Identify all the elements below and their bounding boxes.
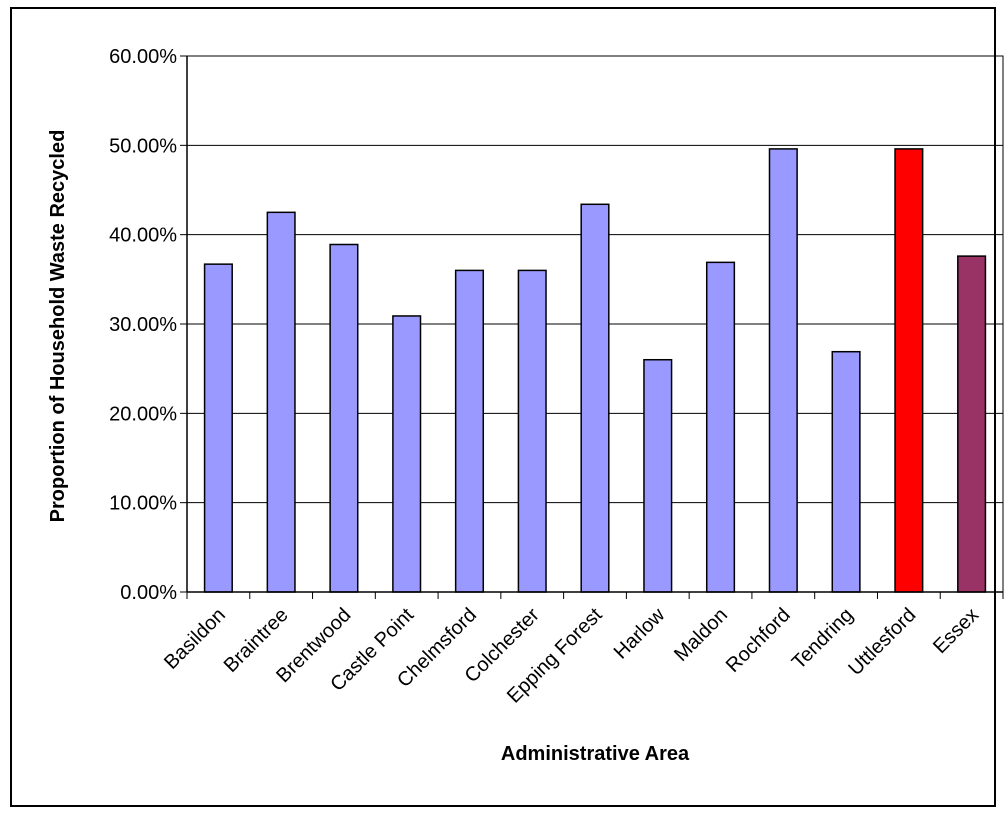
bar-epping-forest <box>580 203 610 593</box>
x-tick-label: Basildon <box>160 604 230 674</box>
bar-basildon <box>203 263 233 593</box>
bar-braintree <box>266 211 296 593</box>
bar-uttlesford <box>894 148 924 593</box>
y-tick-label: 20.00% <box>109 403 177 425</box>
x-tick-label: Harlow <box>610 604 670 664</box>
bar-colchester <box>517 269 547 593</box>
bar-brentwood <box>329 243 359 593</box>
y-axis-title: Proportion of Household Waste Recycled <box>47 130 69 523</box>
bars <box>203 148 987 593</box>
bar-harlow <box>643 358 673 593</box>
bar-essex <box>957 255 987 593</box>
bar-rochford <box>768 148 798 593</box>
bar-castle-point <box>392 315 422 593</box>
axes <box>180 55 1004 599</box>
bar-maldon <box>705 261 736 593</box>
y-tick-label: 10.00% <box>109 493 177 515</box>
y-tick-label: 50.00% <box>109 135 177 157</box>
x-tick-label: Uttlesford <box>844 604 920 680</box>
x-axis-title: Administrative Area <box>501 743 690 765</box>
y-tick-label: 0.00% <box>120 582 177 604</box>
y-tick-label: 40.00% <box>109 225 177 247</box>
x-tick-label: Rochford <box>722 604 795 677</box>
bar-chelmsford <box>454 269 485 593</box>
y-tick-labels: 0.00% 10.00% 20.00% 30.00% 40.00% 50.00% 60.00… <box>109 46 177 604</box>
y-tick-label: 60.00% <box>109 46 177 68</box>
x-tick-label: Essex <box>929 604 983 658</box>
y-tick-label: 30.00% <box>109 314 177 336</box>
bar-tendring <box>831 350 861 593</box>
x-tick-label: Maldon <box>670 604 732 666</box>
